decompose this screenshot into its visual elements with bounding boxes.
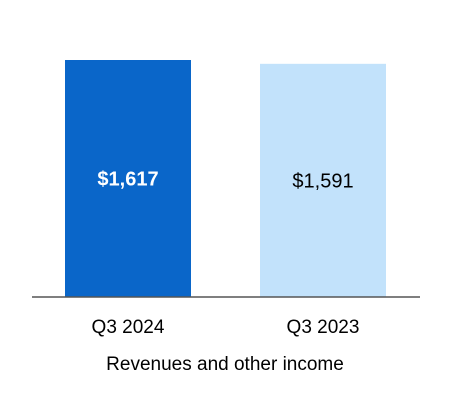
data-label-q3-2023: $1,591	[292, 170, 353, 192]
x-tick-labels: Q3 2024 Q3 2023	[92, 317, 360, 338]
bars-layer	[65, 60, 386, 297]
bar-q3-2023	[260, 63, 386, 297]
x-axis-title: Revenues and other income	[106, 354, 344, 375]
data-label-q3-2024: $1,617	[97, 169, 158, 191]
x-tick-label-q3-2024: Q3 2024	[92, 317, 165, 338]
x-tick-label-q3-2023: Q3 2023	[287, 317, 360, 338]
bar-q3-2024	[65, 60, 191, 297]
labels-layer: $1,617 $1,591	[97, 169, 353, 193]
